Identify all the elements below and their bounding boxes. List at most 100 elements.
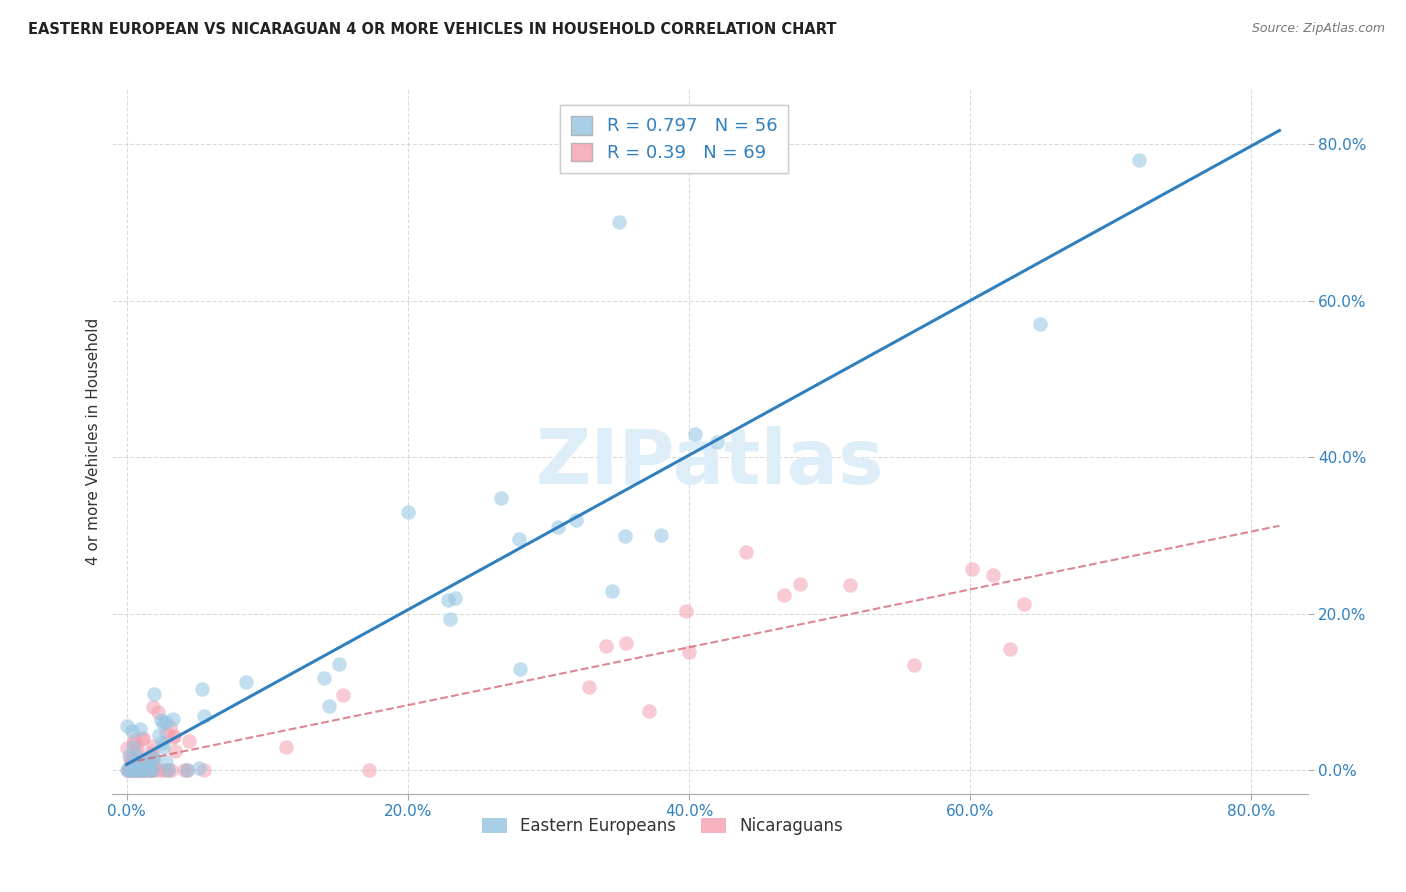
Eastern Europeans [132, 764, 155, 778]
Eastern Europeans [187, 761, 209, 775]
Eastern Europeans [124, 764, 146, 778]
Nicaraguans [132, 764, 155, 778]
Nicaraguans [1012, 597, 1035, 611]
Eastern Europeans [314, 671, 336, 685]
Eastern Europeans [235, 674, 257, 689]
Eastern Europeans [193, 709, 215, 723]
Nicaraguans [146, 706, 169, 720]
Nicaraguans [132, 731, 155, 745]
Eastern Europeans [122, 764, 145, 778]
Nicaraguans [136, 764, 159, 778]
Eastern Europeans [148, 728, 170, 742]
Eastern Europeans [607, 215, 630, 229]
Nicaraguans [162, 729, 184, 743]
Nicaraguans [120, 751, 142, 765]
Nicaraguans [155, 726, 177, 740]
Eastern Europeans [436, 592, 458, 607]
Nicaraguans [129, 764, 152, 778]
Nicaraguans [118, 757, 141, 772]
Eastern Europeans [142, 753, 165, 767]
Nicaraguans [162, 730, 184, 744]
Eastern Europeans [152, 739, 174, 754]
Nicaraguans [789, 577, 811, 591]
Eastern Europeans [125, 749, 148, 764]
Nicaraguans [614, 636, 637, 650]
Nicaraguans [121, 764, 143, 778]
Nicaraguans [120, 750, 142, 764]
Text: Source: ZipAtlas.com: Source: ZipAtlas.com [1251, 22, 1385, 36]
Nicaraguans [141, 755, 163, 769]
Eastern Europeans [547, 520, 569, 534]
Eastern Europeans [155, 715, 177, 730]
Nicaraguans [159, 721, 181, 735]
Eastern Europeans [149, 713, 172, 727]
Nicaraguans [274, 739, 297, 754]
Eastern Europeans [138, 756, 160, 770]
Eastern Europeans [118, 748, 141, 763]
Nicaraguans [134, 755, 156, 769]
Nicaraguans [149, 764, 172, 778]
Eastern Europeans [141, 764, 163, 778]
Eastern Europeans [396, 505, 419, 519]
Nicaraguans [142, 739, 165, 753]
Eastern Europeans [176, 764, 198, 778]
Nicaraguans [903, 657, 925, 672]
Nicaraguans [152, 764, 174, 778]
Eastern Europeans [124, 756, 146, 770]
Eastern Europeans [121, 724, 143, 739]
Eastern Europeans [142, 687, 165, 701]
Nicaraguans [962, 562, 984, 576]
Nicaraguans [120, 764, 142, 778]
Legend: Eastern Europeans, Nicaraguans: Eastern Europeans, Nicaraguans [475, 811, 849, 842]
Nicaraguans [678, 645, 700, 659]
Eastern Europeans [156, 764, 179, 778]
Nicaraguans [595, 639, 617, 653]
Nicaraguans [578, 680, 600, 694]
Text: ZIPatlas: ZIPatlas [536, 425, 884, 500]
Eastern Europeans [117, 764, 139, 778]
Nicaraguans [122, 736, 145, 750]
Nicaraguans [332, 688, 354, 702]
Nicaraguans [134, 764, 156, 778]
Eastern Europeans [508, 532, 530, 546]
Nicaraguans [165, 744, 187, 758]
Nicaraguans [998, 641, 1021, 656]
Nicaraguans [141, 764, 163, 778]
Eastern Europeans [121, 740, 143, 755]
Nicaraguans [124, 764, 146, 778]
Eastern Europeans [115, 764, 138, 778]
Nicaraguans [139, 764, 162, 778]
Nicaraguans [139, 764, 162, 778]
Eastern Europeans [152, 716, 174, 731]
Text: EASTERN EUROPEAN VS NICARAGUAN 4 OR MORE VEHICLES IN HOUSEHOLD CORRELATION CHART: EASTERN EUROPEAN VS NICARAGUAN 4 OR MORE… [28, 22, 837, 37]
Nicaraguans [193, 764, 215, 778]
Nicaraguans [159, 764, 181, 778]
Nicaraguans [839, 577, 862, 591]
Nicaraguans [118, 764, 141, 778]
Eastern Europeans [509, 662, 531, 676]
Nicaraguans [143, 764, 166, 778]
Nicaraguans [122, 764, 145, 778]
Eastern Europeans [191, 682, 214, 697]
Eastern Europeans [443, 591, 465, 605]
Eastern Europeans [155, 755, 177, 769]
Nicaraguans [125, 743, 148, 757]
Eastern Europeans [318, 698, 340, 713]
Nicaraguans [142, 750, 165, 764]
Y-axis label: 4 or more Vehicles in Household: 4 or more Vehicles in Household [86, 318, 101, 566]
Nicaraguans [141, 745, 163, 759]
Nicaraguans [127, 764, 149, 778]
Nicaraguans [128, 764, 150, 778]
Nicaraguans [981, 567, 1004, 582]
Nicaraguans [128, 758, 150, 772]
Nicaraguans [675, 604, 697, 618]
Nicaraguans [734, 544, 756, 558]
Nicaraguans [179, 734, 201, 748]
Eastern Europeans [115, 719, 138, 733]
Nicaraguans [129, 764, 152, 778]
Eastern Europeans [139, 764, 162, 778]
Nicaraguans [115, 740, 138, 755]
Eastern Europeans [602, 584, 624, 599]
Eastern Europeans [1128, 153, 1150, 167]
Eastern Europeans [127, 764, 149, 778]
